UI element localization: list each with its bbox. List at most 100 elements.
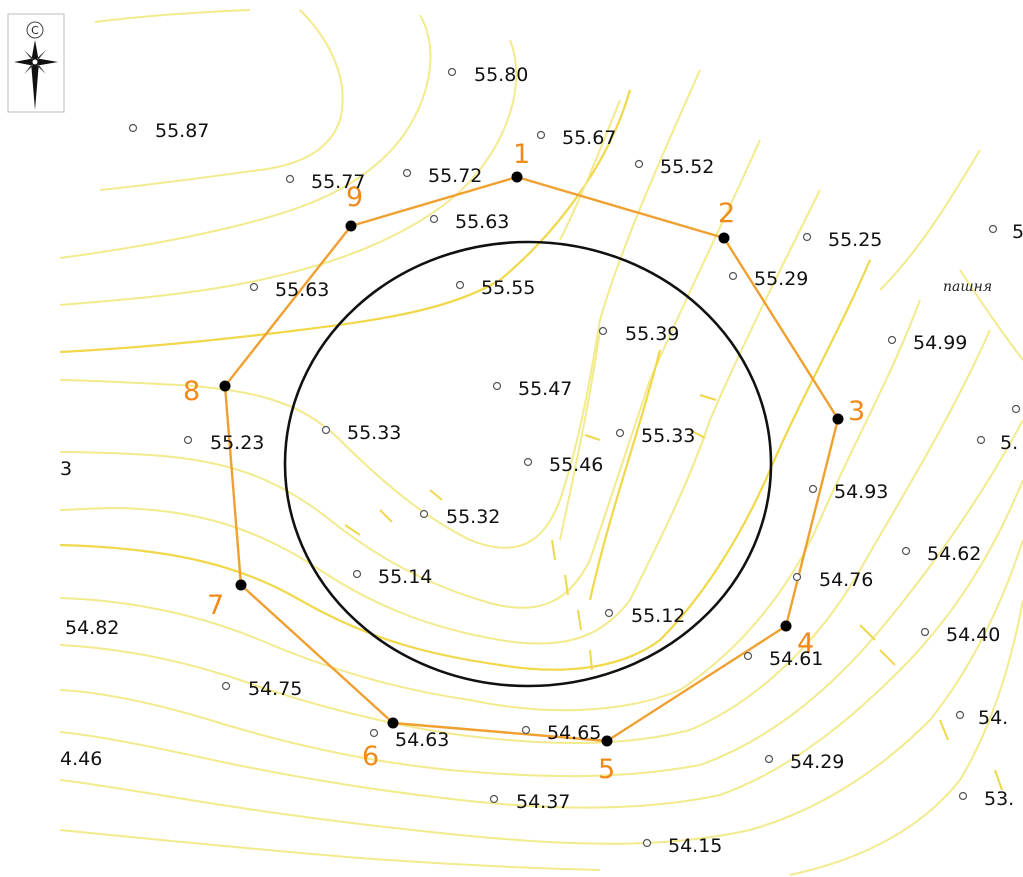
spot-heights: 55.80 55.87 55.67 55.52 55.77 55.72 55.6… — [60, 64, 1023, 857]
spot-marker — [419, 509, 429, 519]
spot-height-label: 54.93 — [834, 481, 888, 503]
vertex-label: 1 — [513, 139, 530, 170]
vertex-label: 2 — [718, 198, 735, 229]
spot-marker — [221, 681, 231, 691]
spot-marker — [1011, 404, 1021, 414]
compass-rose-icon — [14, 40, 58, 110]
spot-marker — [764, 754, 774, 764]
spot-height-label: 54.61 — [769, 648, 823, 670]
spot-marker — [492, 381, 502, 391]
spot-height-label: 55.12 — [631, 605, 685, 627]
slope-hachures — [344, 394, 1003, 791]
spot-height-label: 55.25 — [828, 229, 882, 251]
spot-marker — [802, 232, 812, 242]
spot-height-label: 55.33 — [641, 425, 695, 447]
spot-marker — [128, 123, 138, 133]
spot-marker — [901, 546, 911, 556]
spot-marker — [615, 428, 625, 438]
spot-marker — [743, 651, 753, 661]
spot-height-label: 55.33 — [347, 422, 401, 444]
spot-marker — [808, 484, 818, 494]
spot-height-label: 55.47 — [518, 378, 572, 400]
vertex-8 — [219, 380, 231, 392]
vertex-label: 3 — [848, 396, 865, 427]
spot-marker — [792, 572, 802, 582]
spot-marker — [249, 282, 259, 292]
spot-height-label: 54.65 — [547, 722, 601, 744]
spot-height-label: 54.75 — [248, 678, 302, 700]
spot-marker — [523, 457, 533, 467]
vertex-label: 4 — [797, 628, 814, 659]
spot-height-label: 55.46 — [549, 454, 603, 476]
spot-height-label: 55.52 — [660, 156, 714, 178]
spot-height-label: 55.63 — [275, 279, 329, 301]
target-circle — [283, 240, 773, 688]
spot-height-label: 55.29 — [754, 268, 808, 290]
land-use-label: пашня — [943, 279, 992, 295]
spot-height-label: 54.76 — [819, 569, 873, 591]
spot-height-label: 5 — [1012, 221, 1023, 243]
spot-height-label: 55.23 — [210, 432, 264, 454]
spot-marker — [455, 280, 465, 290]
vertex-label: 8 — [183, 376, 200, 407]
spot-height-label: 54.37 — [516, 791, 570, 813]
spot-marker — [369, 728, 379, 738]
spot-marker — [642, 838, 652, 848]
spot-marker — [634, 159, 644, 169]
vertex-label: 7 — [207, 590, 224, 621]
spot-height-label: 55.14 — [378, 566, 432, 588]
spot-height-label: 55.55 — [481, 277, 535, 299]
vertex-6 — [387, 717, 399, 729]
vertex-3 — [832, 413, 844, 425]
spot-marker — [536, 130, 546, 140]
spot-marker — [521, 725, 531, 735]
spot-height-label: 54.63 — [395, 729, 449, 751]
spot-height-label: 54.15 — [668, 835, 722, 857]
spot-marker — [447, 67, 457, 77]
vertex-label: 5 — [598, 754, 615, 785]
spot-marker — [604, 608, 614, 618]
polygon-vertices — [219, 171, 844, 747]
vertex-9 — [345, 220, 357, 232]
spot-height-label: 55.80 — [474, 64, 528, 86]
vertex-labels: 1 2 3 4 5 6 7 8 9 — [183, 139, 865, 785]
spot-marker — [976, 435, 986, 445]
spot-height-label: 4.46 — [60, 748, 102, 770]
spot-height-label: 55.67 — [562, 127, 616, 149]
spot-height-label: 54.62 — [927, 543, 981, 565]
spot-marker — [598, 326, 608, 336]
vertex-7 — [235, 579, 247, 591]
vertex-1 — [511, 171, 523, 183]
vertex-5 — [601, 735, 613, 747]
spot-height-label: 54.29 — [790, 751, 844, 773]
vertex-label: 6 — [362, 741, 379, 772]
spot-marker — [988, 224, 998, 234]
spot-marker — [728, 271, 738, 281]
spot-marker — [285, 174, 295, 184]
compass-north-letter: С — [31, 24, 39, 37]
spot-height-label: 55.39 — [625, 323, 679, 345]
spot-height-label: 55.87 — [155, 120, 209, 142]
spot-marker — [955, 710, 965, 720]
spot-marker — [321, 425, 331, 435]
vertex-2 — [718, 232, 730, 244]
spot-marker — [958, 791, 968, 801]
spot-height-label: 3 — [60, 458, 72, 480]
vertex-4 — [780, 620, 792, 632]
spot-marker — [887, 335, 897, 345]
spot-height-label: 5. — [1000, 432, 1018, 454]
spot-height-label: 53. — [984, 788, 1014, 810]
spot-height-label: 54.40 — [946, 624, 1000, 646]
contour-lines — [59, 9, 1023, 876]
spot-marker — [920, 627, 930, 637]
spot-height-label: 55.77 — [311, 171, 365, 193]
spot-marker — [402, 168, 412, 178]
compass-rose: С — [7, 13, 65, 113]
spot-marker — [183, 435, 193, 445]
spot-height-label: 55.32 — [446, 506, 500, 528]
boundary-polygon — [223, 175, 840, 743]
spot-marker — [489, 794, 499, 804]
spot-marker — [352, 569, 362, 579]
spot-height-label: 55.72 — [428, 165, 482, 187]
